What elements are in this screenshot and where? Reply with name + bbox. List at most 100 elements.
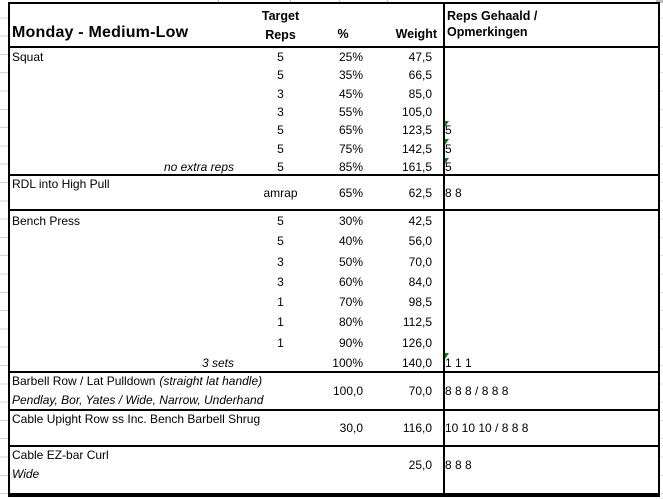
percent-cell[interactable]: 100,0 — [319, 384, 367, 398]
exercise-name-cell[interactable] — [10, 312, 242, 332]
percent-cell[interactable]: 85% — [319, 160, 367, 174]
weight-cell[interactable]: 70,0 — [367, 384, 438, 398]
result-cell[interactable] — [443, 231, 658, 251]
day-title-cell[interactable]: Monday - Medium-Low — [10, 4, 242, 46]
header-weight-cell[interactable]: Weight — [367, 4, 438, 46]
weight-cell[interactable]: 42,5 — [367, 214, 438, 228]
weight-cell[interactable]: 116,0 — [367, 421, 438, 435]
exercise-name-cell[interactable] — [10, 231, 242, 251]
weight-cell[interactable]: 140,0 — [367, 356, 438, 370]
weight-cell[interactable]: 85,0 — [367, 87, 438, 101]
target-reps-cell[interactable]: 1 — [242, 336, 319, 350]
exercise-name-cell[interactable] — [10, 272, 242, 292]
exercise-name-cell[interactable]: no extra reps — [10, 158, 242, 176]
result-cell[interactable] — [443, 333, 658, 353]
result-cell[interactable]: 8 8 — [443, 176, 658, 209]
result-cell[interactable] — [443, 48, 658, 66]
percent-cell[interactable]: 50% — [319, 255, 367, 269]
target-reps-cell[interactable]: 5 — [242, 50, 319, 64]
weight-cell[interactable]: 25,0 — [367, 458, 438, 472]
weight-cell[interactable]: 112,5 — [367, 315, 438, 329]
result-cell[interactable]: 1 1 1 — [443, 352, 658, 373]
weight-cell[interactable]: 47,5 — [367, 50, 438, 64]
result-cell[interactable] — [443, 103, 658, 121]
target-reps-cell[interactable]: 1 — [242, 315, 319, 329]
percent-cell[interactable]: 40% — [319, 234, 367, 248]
result-cell[interactable]: 5 — [443, 139, 658, 157]
exercise-set-row: 3 45% 85,0 — [10, 85, 658, 103]
percent-cell[interactable]: 25% — [319, 50, 367, 64]
weight-cell[interactable]: 123,5 — [367, 123, 438, 137]
target-reps-cell[interactable]: 3 — [242, 87, 319, 101]
percent-cell[interactable]: 30% — [319, 214, 367, 228]
percent-cell[interactable]: 35% — [319, 68, 367, 82]
percent-cell[interactable]: 100% — [319, 356, 367, 370]
weight-cell[interactable]: 126,0 — [367, 336, 438, 350]
exercise-set-row: 1 80% 112,5 — [10, 312, 658, 332]
result-cell[interactable]: 8 8 8 — [443, 447, 658, 483]
percent-cell[interactable]: 75% — [319, 142, 367, 156]
exercise-name-cell[interactable]: Cable EZ-bar Curl — [12, 448, 109, 462]
target-reps-cell[interactable]: 1 — [242, 295, 319, 309]
exercise-name-cell[interactable]: Barbell Row / Lat Pulldown (straight lat … — [12, 374, 262, 388]
target-reps-value: 3 — [277, 274, 284, 289]
header-percent-cell[interactable]: % — [319, 4, 367, 46]
result-cell[interactable] — [443, 312, 658, 332]
target-reps-cell[interactable]: 5 — [242, 123, 319, 137]
exercise-values-row: amrap 65% 62,5 8 8 — [10, 176, 658, 209]
percent-cell[interactable]: 65% — [319, 123, 367, 137]
exercise-name-cell[interactable]: Bench Press — [10, 211, 242, 231]
exercise-name-cell[interactable] — [10, 121, 242, 139]
target-reps-cell[interactable]: 3 — [242, 105, 319, 119]
result-cell[interactable] — [443, 66, 658, 84]
target-reps-cell[interactable]: 5 — [242, 68, 319, 82]
weight-cell[interactable]: 84,0 — [367, 275, 438, 289]
result-cell[interactable]: 10 10 10 / 8 8 8 — [443, 411, 658, 445]
percent-cell[interactable]: 70% — [319, 295, 367, 309]
target-reps-cell[interactable]: 3 — [242, 275, 319, 289]
exercise-name-cell[interactable]: Squat — [10, 48, 242, 66]
result-cell[interactable] — [443, 292, 658, 312]
percent-cell[interactable]: 80% — [319, 315, 367, 329]
weight-cell[interactable]: 62,5 — [367, 186, 438, 200]
percent-cell[interactable]: 55% — [319, 105, 367, 119]
header-target-reps-cell[interactable]: Target Reps — [242, 4, 319, 46]
target-reps-cell[interactable]: amrap — [242, 186, 319, 200]
target-reps-cell[interactable]: 5 — [242, 214, 319, 228]
header-results-cell[interactable]: Reps Gehaald / Opmerkingen — [445, 4, 658, 46]
exercise-name-cell[interactable]: RDL into High Pull — [12, 177, 110, 191]
exercise-name-cell[interactable]: 3 sets — [10, 353, 242, 373]
weight-cell[interactable]: 105,0 — [367, 105, 438, 119]
result-cell[interactable] — [443, 85, 658, 103]
exercise-name-cell[interactable] — [10, 103, 242, 121]
result-cell[interactable] — [443, 272, 658, 292]
target-reps-cell[interactable]: 5 — [242, 160, 319, 174]
weight-cell[interactable]: 70,0 — [367, 255, 438, 269]
percent-cell[interactable]: 45% — [319, 87, 367, 101]
result-cell[interactable]: 8 8 8 / 8 8 8 — [443, 373, 658, 409]
weight-cell[interactable]: 66,5 — [367, 68, 438, 82]
weight-cell[interactable]: 161,5 — [367, 160, 438, 174]
exercise-name-cell[interactable] — [10, 292, 242, 312]
exercise-name-cell[interactable] — [10, 66, 242, 84]
percent-cell[interactable]: 30,0 — [319, 421, 367, 435]
weight-cell[interactable]: 98,5 — [367, 295, 438, 309]
result-cell[interactable]: 5 — [443, 121, 658, 139]
percent-cell[interactable]: 90% — [319, 336, 367, 350]
target-reps-cell[interactable]: 5 — [242, 234, 319, 248]
percent-cell[interactable]: 65% — [319, 186, 367, 200]
exercise-name-cell[interactable]: Cable Upight Row ss Inc. Bench Barbell S… — [12, 412, 260, 426]
result-cell[interactable]: 5 — [443, 157, 658, 176]
weight-cell[interactable]: 56,0 — [367, 234, 438, 248]
percent-cell[interactable]: 60% — [319, 275, 367, 289]
exercise-name-cell[interactable] — [10, 252, 242, 272]
result-cell[interactable] — [443, 211, 658, 231]
target-reps-cell[interactable]: 5 — [242, 142, 319, 156]
exercise-name-cell[interactable] — [10, 333, 242, 353]
exercise-name-cell[interactable] — [10, 85, 242, 103]
weight-cell[interactable]: 142,5 — [367, 142, 438, 156]
target-reps-cell[interactable]: 3 — [242, 255, 319, 269]
result-cell[interactable] — [443, 252, 658, 272]
target-reps-value: 5 — [277, 68, 284, 83]
exercise-name-cell[interactable] — [10, 139, 242, 157]
